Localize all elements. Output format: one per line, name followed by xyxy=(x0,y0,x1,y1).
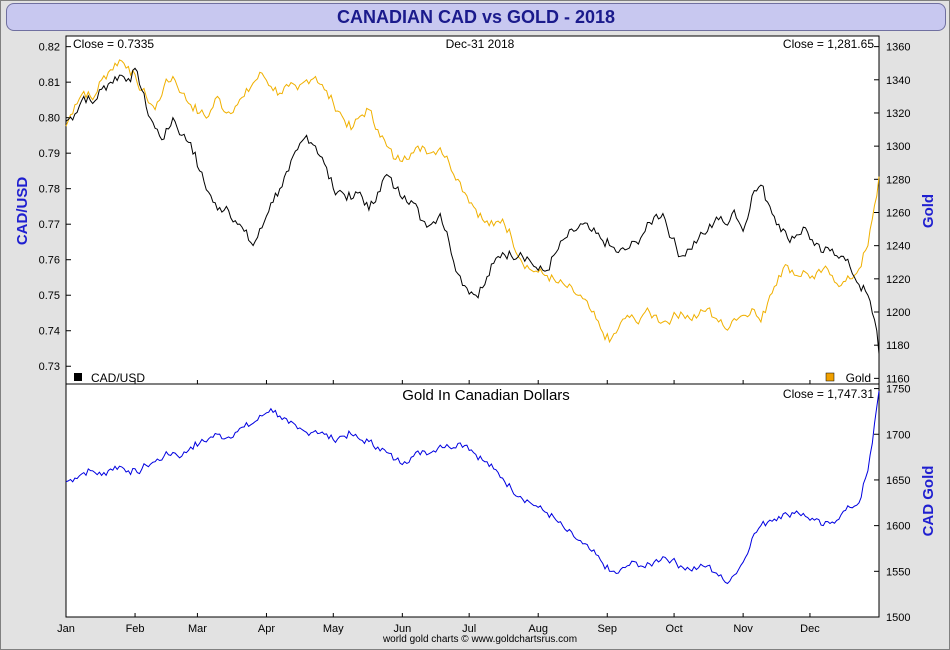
right-tick-label: 1600 xyxy=(886,521,910,533)
month-label: Jul xyxy=(462,623,476,635)
cad-legend-label: CAD/USD xyxy=(91,371,145,385)
cad-usd-line xyxy=(65,67,880,354)
left-tick-label: 0.82 xyxy=(39,42,60,54)
title-bar: CANADIAN CAD vs GOLD - 2018 xyxy=(6,3,946,31)
right-tick-label: 1180 xyxy=(886,340,910,352)
gold-legend-swatch xyxy=(825,372,835,382)
right-tick-label: 1340 xyxy=(886,75,910,87)
right-tick-label: 1220 xyxy=(886,274,910,286)
month-label: Nov xyxy=(733,623,753,635)
gold-legend-label: Gold xyxy=(846,371,871,385)
gold-close-label: Close = 1,281.65 xyxy=(783,37,874,51)
right-tick-label: 1200 xyxy=(886,307,910,319)
cad-gold-close-label: Close = 1,747.31 xyxy=(783,387,874,401)
month-label: Aug xyxy=(528,623,548,635)
right-axis-title-gold: Gold xyxy=(920,194,937,228)
month-label: Feb xyxy=(126,623,145,635)
right-tick-label: 1700 xyxy=(886,429,910,441)
left-tick-label: 0.75 xyxy=(39,290,60,302)
chart-title: CANADIAN CAD vs GOLD - 2018 xyxy=(336,7,616,27)
left-axis-title: CAD/USD xyxy=(14,177,31,246)
right-tick-label: 1300 xyxy=(886,141,910,153)
cad-close-label: Close = 0.7335 xyxy=(73,37,154,51)
left-tick-label: 0.77 xyxy=(39,219,60,231)
left-tick-label: 0.73 xyxy=(39,361,60,373)
month-label: Jun xyxy=(393,623,411,635)
month-label: Jan xyxy=(57,623,75,635)
right-tick-label: 1160 xyxy=(886,373,910,385)
left-tick-label: 0.78 xyxy=(39,184,60,196)
right-tick-label: 1650 xyxy=(886,475,910,487)
month-label: May xyxy=(323,623,344,635)
cad-legend-swatch xyxy=(74,373,82,381)
left-tick-label: 0.79 xyxy=(39,148,60,160)
month-label: Mar xyxy=(188,623,207,635)
right-axis-title-cad-gold: CAD Gold xyxy=(920,466,937,537)
left-tick-label: 0.81 xyxy=(39,77,60,89)
left-tick-label: 0.74 xyxy=(39,326,60,338)
right-tick-label: 1360 xyxy=(886,42,910,54)
right-tick-label: 1500 xyxy=(886,612,910,624)
right-tick-label: 1550 xyxy=(886,566,910,578)
right-tick-label: 1320 xyxy=(886,108,910,120)
top-plot-area xyxy=(65,35,880,385)
month-label: Dec xyxy=(800,623,820,635)
right-tick-label: 1260 xyxy=(886,207,910,219)
bottom-panel-title: Gold In Canadian Dollars xyxy=(402,387,570,404)
left-tick-label: 0.80 xyxy=(39,113,60,125)
month-label: Sep xyxy=(597,623,617,635)
date-label: Dec-31 2018 xyxy=(446,37,515,51)
right-tick-label: 1750 xyxy=(886,384,910,396)
month-label: Apr xyxy=(258,623,275,635)
right-tick-label: 1240 xyxy=(886,241,910,253)
footer-credit: world gold charts © www.goldchartsrus.co… xyxy=(382,634,577,645)
month-label: Oct xyxy=(666,623,683,635)
gold-line xyxy=(65,59,880,344)
bottom-plot-area xyxy=(65,383,880,618)
cad-gold-line xyxy=(65,390,880,585)
left-tick-label: 0.76 xyxy=(39,255,60,267)
right-tick-label: 1280 xyxy=(886,174,910,186)
